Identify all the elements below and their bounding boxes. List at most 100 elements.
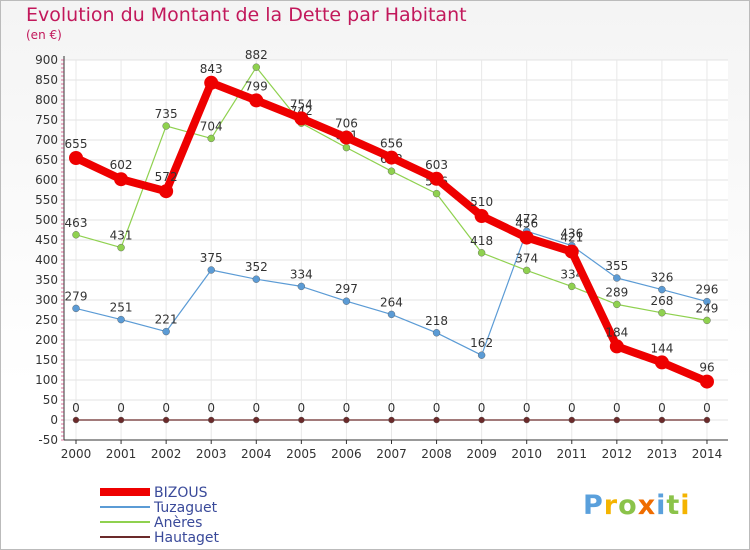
data-label-an-res: 249 bbox=[696, 301, 719, 315]
x-tick-label: 2014 bbox=[692, 447, 723, 461]
x-tick-label: 2001 bbox=[106, 447, 137, 461]
data-point-tuzaguet bbox=[342, 297, 351, 305]
data-label-hautaget: 0 bbox=[72, 401, 80, 415]
data-point-bizous bbox=[519, 230, 534, 245]
data-label-hautaget: 0 bbox=[523, 401, 531, 415]
x-tick-label: 2000 bbox=[61, 447, 92, 461]
data-label-tuzaguet: 251 bbox=[110, 301, 133, 315]
data-point-hautaget bbox=[523, 416, 530, 424]
data-label-bizous: 799 bbox=[245, 79, 268, 93]
data-label-hautaget: 0 bbox=[207, 401, 215, 415]
data-label-tuzaguet: 436 bbox=[560, 227, 583, 241]
data-point-bizous bbox=[564, 244, 579, 259]
data-label-hautaget: 0 bbox=[298, 401, 306, 415]
x-tick-label: 2005 bbox=[286, 447, 317, 461]
x-tick-label: 2006 bbox=[331, 447, 362, 461]
data-label-tuzaguet: 355 bbox=[605, 259, 628, 273]
x-tick-label: 2002 bbox=[151, 447, 182, 461]
data-point-an-res bbox=[72, 231, 80, 239]
data-label-an-res: 704 bbox=[200, 119, 223, 133]
y-tick-label: 500 bbox=[35, 213, 58, 227]
data-label-an-res: 268 bbox=[650, 294, 673, 308]
data-point-hautaget bbox=[162, 416, 170, 424]
data-point-bizous bbox=[294, 111, 309, 126]
data-point-an-res bbox=[703, 316, 711, 325]
data-label-bizous: 603 bbox=[425, 158, 448, 172]
data-label-tuzaguet: 221 bbox=[155, 313, 178, 327]
data-point-bizous bbox=[204, 75, 219, 90]
data-point-tuzaguet bbox=[162, 327, 170, 336]
data-point-bizous bbox=[654, 355, 669, 370]
data-point-bizous bbox=[339, 130, 354, 145]
data-point-bizous bbox=[69, 151, 83, 165]
data-label-bizous: 843 bbox=[200, 62, 223, 76]
y-tick-label: 550 bbox=[35, 193, 58, 207]
data-label-tuzaguet: 334 bbox=[290, 267, 313, 281]
data-label-bizous: 655 bbox=[65, 137, 88, 151]
y-tick-label: 600 bbox=[35, 173, 58, 187]
data-point-hautaget bbox=[253, 416, 260, 424]
data-point-hautaget bbox=[72, 416, 80, 424]
data-point-bizous bbox=[429, 171, 444, 186]
data-label-tuzaguet: 218 bbox=[425, 314, 448, 328]
data-point-bizous bbox=[474, 209, 489, 223]
data-label-bizous: 144 bbox=[650, 341, 673, 355]
data-label-an-res: 882 bbox=[245, 48, 268, 62]
data-point-bizous bbox=[384, 150, 399, 165]
data-point-hautaget bbox=[208, 416, 215, 424]
data-point-bizous bbox=[609, 339, 624, 354]
data-point-bizous bbox=[159, 184, 174, 199]
data-label-an-res: 418 bbox=[470, 234, 493, 248]
data-label-bizous: 706 bbox=[335, 117, 358, 131]
data-point-hautaget bbox=[613, 416, 621, 424]
data-label-hautaget: 0 bbox=[703, 401, 711, 415]
data-point-hautaget bbox=[568, 416, 575, 424]
x-tick-label: 2009 bbox=[466, 447, 497, 461]
chart-title: Evolution du Montant de la Dette par Hab… bbox=[26, 4, 467, 26]
data-point-tuzaguet bbox=[477, 351, 486, 359]
data-point-hautaget bbox=[658, 416, 666, 424]
data-label-an-res: 431 bbox=[110, 229, 133, 243]
data-point-hautaget bbox=[298, 416, 305, 424]
data-point-hautaget bbox=[117, 416, 125, 424]
legend-label-bizous: BIZOUS bbox=[154, 485, 208, 501]
data-point-tuzaguet bbox=[703, 297, 711, 306]
data-label-tuzaguet: 162 bbox=[470, 336, 493, 350]
data-point-an-res bbox=[477, 249, 486, 257]
data-point-an-res bbox=[568, 282, 576, 291]
data-point-an-res bbox=[613, 300, 621, 309]
data-label-bizous: 421 bbox=[560, 231, 583, 245]
data-label-tuzaguet: 472 bbox=[515, 212, 538, 226]
legend-label-hautaget: Hautaget bbox=[154, 530, 220, 546]
y-tick-label: 400 bbox=[35, 253, 58, 267]
data-label-hautaget: 0 bbox=[117, 401, 125, 415]
data-label-bizous: 184 bbox=[605, 325, 628, 339]
data-label-tuzaguet: 279 bbox=[65, 289, 88, 303]
data-point-hautaget bbox=[433, 416, 440, 424]
y-tick-label: 150 bbox=[35, 353, 58, 367]
legend-label-tuzaguet: Tuzaguet bbox=[153, 500, 218, 516]
data-point-an-res bbox=[523, 266, 531, 275]
data-label-hautaget: 0 bbox=[478, 401, 486, 415]
y-tick-label: 900 bbox=[35, 53, 58, 67]
x-tick-label: 2012 bbox=[602, 447, 633, 461]
data-label-tuzaguet: 352 bbox=[245, 260, 268, 274]
data-label-hautaget: 0 bbox=[388, 401, 396, 415]
data-label-an-res: 463 bbox=[65, 216, 88, 230]
y-tick-label: 50 bbox=[43, 393, 58, 407]
data-label-tuzaguet: 326 bbox=[650, 271, 673, 285]
data-label-tuzaguet: 375 bbox=[200, 251, 223, 265]
data-label-tuzaguet: 297 bbox=[335, 282, 358, 296]
data-point-an-res bbox=[207, 134, 215, 143]
data-label-bizous: 656 bbox=[380, 137, 403, 151]
legend-label-an-res: Anères bbox=[154, 515, 202, 531]
y-tick-label: 750 bbox=[35, 113, 58, 127]
data-label-an-res: 374 bbox=[515, 251, 538, 265]
data-point-an-res bbox=[162, 122, 170, 130]
y-tick-label: 650 bbox=[35, 153, 58, 167]
x-tick-label: 2004 bbox=[241, 447, 272, 461]
data-label-hautaget: 0 bbox=[568, 401, 576, 415]
y-tick-label: 700 bbox=[35, 133, 58, 147]
x-tick-label: 2003 bbox=[196, 447, 227, 461]
